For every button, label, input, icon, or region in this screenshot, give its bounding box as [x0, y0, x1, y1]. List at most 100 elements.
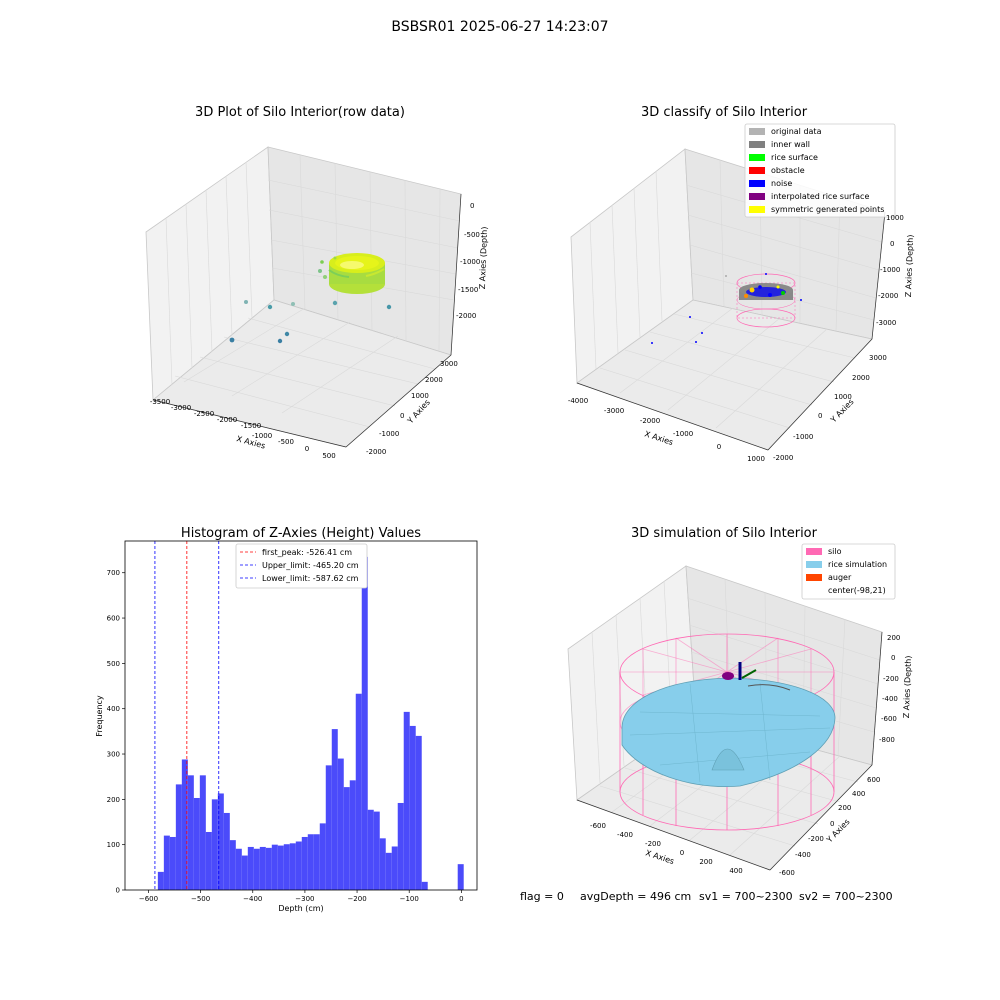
x-tick-label: 400 — [729, 867, 742, 875]
histogram-bar — [457, 864, 464, 890]
y-tick-label: 2000 — [425, 376, 443, 384]
legend-swatch — [749, 154, 765, 161]
panel-simulation-title: 3D simulation of Silo Interior — [631, 526, 818, 541]
x-tick-label: −500 — [191, 895, 210, 903]
panel-classify-y-tick-labels: -2000 -1000 0 1000 2000 3000 — [773, 354, 887, 462]
histogram-bar — [295, 841, 302, 890]
panel-raw-scatter-points — [229, 269, 392, 344]
y-tick-label: 1000 — [411, 392, 429, 400]
legend-label: inner wall — [771, 140, 810, 149]
z-tick-label: -600 — [881, 715, 897, 723]
histogram-bar — [205, 831, 212, 890]
x-tick-label: 0 — [459, 895, 463, 903]
panel-classify-x-tick-labels: -4000 -3000 -2000 -1000 0 1000 — [568, 397, 765, 463]
histogram-bar — [241, 855, 248, 890]
legend-label: auger — [828, 573, 852, 582]
y-tick-label: 400 — [107, 705, 120, 713]
x-tick-label: −400 — [243, 895, 262, 903]
y-tick-label: 600 — [867, 776, 880, 784]
legend-swatch — [806, 548, 822, 555]
panel-raw-x-tick-labels: -3500 -3000 -2500 -2000 -1500 -1000 -500… — [150, 398, 336, 460]
histogram-y-axis-label: Frequency — [95, 695, 104, 737]
z-tick-label: -500 — [464, 231, 480, 239]
histogram-bar — [187, 775, 194, 890]
x-tick-label: 0 — [680, 849, 684, 857]
histogram-bar — [355, 693, 362, 890]
legend-swatch — [806, 561, 822, 568]
z-tick-label: -1000 — [460, 258, 480, 266]
histogram-bar — [331, 729, 338, 890]
panel-raw-z-axis-label: Z Axies (Depth) — [478, 226, 489, 289]
z-tick-label: 200 — [887, 634, 900, 642]
y-tick-label: 0 — [116, 887, 120, 895]
histogram-bar — [421, 881, 428, 890]
histogram-bar — [325, 765, 332, 890]
histogram-bar — [361, 556, 368, 890]
legend-label: interpolated rice surface — [771, 192, 869, 201]
x-tick-label: -1500 — [241, 422, 261, 430]
y-tick-label: 0 — [400, 412, 404, 420]
histogram-bar — [157, 871, 164, 890]
histogram-bar — [211, 799, 218, 890]
y-tick-label: 100 — [107, 841, 120, 849]
histogram-bar — [217, 793, 224, 890]
legend-label: symmetric generated points — [771, 205, 884, 214]
histogram-bar — [193, 797, 200, 890]
x-tick-label: -3000 — [604, 407, 624, 415]
y-tick-label: 400 — [852, 790, 865, 798]
x-tick-label: -3500 — [150, 398, 170, 406]
histogram-bar — [229, 840, 236, 890]
panel-raw-y-tick-labels: -2000 -1000 0 1000 2000 3000 — [366, 360, 458, 456]
y-tick-label: 700 — [107, 569, 120, 577]
panel-raw-title: 3D Plot of Silo Interior(row data) — [195, 105, 405, 120]
panel-raw-z-tick-labels: 0 -500 -1000 -1500 -2000 — [456, 202, 480, 320]
x-tick-label: −600 — [139, 895, 158, 903]
histogram-bar — [343, 787, 350, 890]
x-tick-label: 0 — [717, 443, 721, 451]
histogram-bar — [349, 780, 356, 890]
legend-label: center(-98,21) — [828, 586, 886, 595]
z-tick-label: 0 — [890, 240, 894, 248]
y-tick-label: 0 — [830, 820, 834, 828]
z-tick-label: -400 — [882, 695, 898, 703]
panel-simulation-auger-marker — [722, 662, 791, 691]
histogram-bar — [175, 784, 182, 890]
z-tick-label: -1000 — [880, 266, 900, 274]
histogram-bar — [277, 845, 284, 890]
histogram-bar — [409, 725, 416, 890]
legend-label: rice simulation — [828, 560, 887, 569]
histogram-bar — [403, 711, 410, 890]
y-tick-label: -2000 — [773, 454, 793, 462]
panel-simulation-z-axis-label: Z Axies (Depth) — [902, 655, 913, 718]
legend-swatch — [749, 206, 765, 213]
legend-swatch — [749, 180, 765, 187]
y-tick-label: 3000 — [440, 360, 458, 368]
histogram-reference-lines — [154, 541, 220, 890]
legend-label: original data — [771, 127, 822, 136]
histogram-bar — [373, 811, 380, 890]
x-tick-label: -1000 — [252, 432, 272, 440]
panel-raw-3d-plot: 3D Plot of Silo Interior(row data) — [145, 105, 489, 460]
histogram-frame — [124, 540, 478, 891]
histogram-bar — [397, 802, 404, 890]
sv1-status: sv1 = 700~2300 — [699, 890, 793, 903]
panel-simulation-3d-plot: 3D simulation of Silo Interior — [567, 526, 913, 877]
panel-classify-x-axis-label: X Axies — [643, 429, 674, 447]
x-tick-label: 1000 — [747, 455, 765, 463]
histogram-bar — [169, 836, 176, 890]
histogram-bar — [415, 735, 422, 890]
panel-classify-z-tick-labels: 1000 0 -1000 -2000 -3000 — [876, 214, 904, 327]
panel-simulation-legend: silo rice simulation auger center(-98,21) — [801, 543, 896, 600]
z-tick-label: 0 — [891, 654, 895, 662]
histogram-bar — [313, 834, 320, 890]
y-tick-label: 1000 — [834, 393, 852, 401]
y-tick-label: -600 — [779, 869, 795, 877]
panel-classify-title: 3D classify of Silo Interior — [641, 105, 808, 120]
x-tick-label: -400 — [617, 831, 633, 839]
x-tick-label: -1000 — [673, 430, 693, 438]
x-tick-label: 500 — [322, 452, 335, 460]
x-tick-label: -2500 — [194, 410, 214, 418]
x-tick-label: −300 — [295, 895, 314, 903]
legend-label: silo — [828, 547, 842, 556]
histogram-bar — [271, 844, 278, 890]
